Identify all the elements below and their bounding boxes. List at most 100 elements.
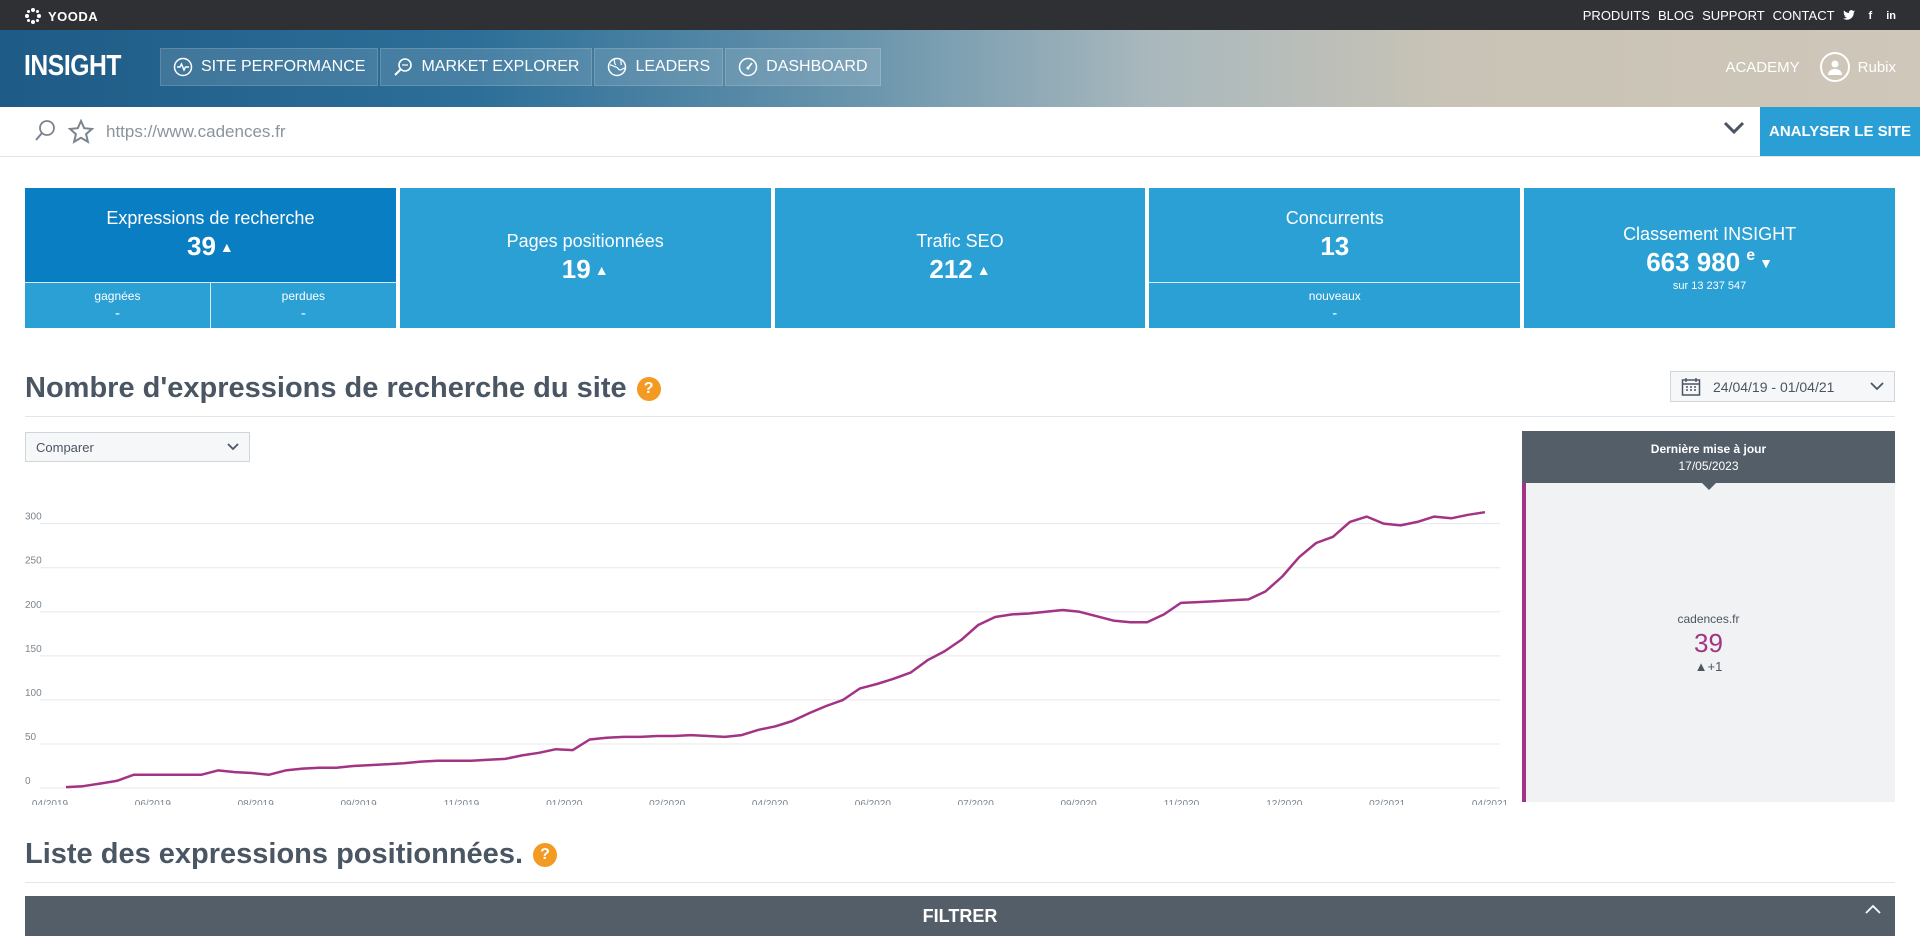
kpi-value: 19 bbox=[561, 254, 591, 284]
y-tick-label: 0 bbox=[25, 776, 31, 787]
kpi-value: 13 bbox=[1320, 231, 1350, 261]
kpi-label: Pages positionnées bbox=[506, 231, 664, 251]
x-tick-label: 07/2020 bbox=[958, 799, 995, 805]
url-input[interactable] bbox=[106, 117, 1706, 147]
nav-market-explorer[interactable]: MARKET EXPLORER bbox=[380, 48, 593, 86]
brand-name: YOODA bbox=[48, 8, 99, 24]
nav-label: SITE PERFORMANCE bbox=[201, 58, 366, 75]
magnifier-icon bbox=[394, 58, 413, 76]
x-tick-label: 04/2019 bbox=[32, 799, 69, 805]
kpi-traffic[interactable]: Trafic SEO 212 ▲ bbox=[774, 188, 1146, 328]
globe-icon bbox=[608, 57, 627, 77]
kpi-label: Expressions de recherche bbox=[106, 208, 315, 228]
y-tick-label: 200 bbox=[25, 600, 42, 611]
search-icon[interactable] bbox=[34, 119, 56, 143]
y-tick-label: 250 bbox=[25, 556, 42, 567]
x-tick-label: 09/2020 bbox=[1060, 799, 1097, 805]
help-icon[interactable]: ? bbox=[636, 376, 661, 401]
user-icon bbox=[1827, 60, 1842, 75]
kpi-gained: gagnées - bbox=[25, 283, 210, 328]
section-title-text: Nombre d'expressions de recherche du sit… bbox=[25, 372, 627, 404]
insight-logo[interactable]: INSIGHT bbox=[24, 50, 122, 82]
compare-value: Comparer bbox=[36, 439, 94, 455]
date-range-value: 24/04/19 - 01/04/21 bbox=[1713, 378, 1835, 395]
y-tick-label: 300 bbox=[25, 512, 42, 523]
x-tick-label: 01/2020 bbox=[546, 799, 583, 805]
kpi-value: 39 bbox=[187, 231, 216, 261]
main-header: INSIGHT SITE PERFORMANCE MARKET EXPLORER… bbox=[0, 30, 1920, 107]
x-tick-label: 11/2019 bbox=[444, 799, 480, 805]
nav-site-performance[interactable]: SITE PERFORMANCE bbox=[160, 48, 379, 86]
link-support[interactable]: SUPPORT bbox=[1702, 8, 1765, 23]
panel-title: Dernière mise à jour bbox=[1650, 441, 1767, 456]
y-tick-label: 50 bbox=[25, 732, 37, 743]
lost-label: perdues bbox=[281, 289, 326, 303]
kpi-label: Classement INSIGHT bbox=[1623, 224, 1797, 244]
x-tick-label: 02/2020 bbox=[649, 799, 686, 805]
panel-value: 39 bbox=[1694, 627, 1723, 658]
x-tick-label: 11/2020 bbox=[1164, 799, 1200, 805]
gained-value: - bbox=[114, 305, 120, 322]
divider bbox=[25, 882, 1895, 883]
section-title-list: Liste des expressions positionnées. ? bbox=[25, 838, 557, 871]
compare-select[interactable]: Comparer bbox=[25, 432, 250, 462]
user-menu[interactable]: Rubix bbox=[1819, 52, 1896, 82]
x-tick-label: 08/2019 bbox=[238, 799, 275, 805]
chevron-down-icon[interactable] bbox=[1723, 121, 1745, 135]
avatar bbox=[1819, 52, 1850, 82]
x-tick-label: 04/2021 bbox=[1472, 799, 1509, 805]
user-name: Rubix bbox=[1857, 58, 1896, 76]
section-title-text: Liste des expressions positionnées. bbox=[25, 838, 523, 870]
ranking-suffix: e bbox=[1746, 247, 1756, 264]
link-blog[interactable]: BLOG bbox=[1657, 8, 1695, 23]
yooda-brand[interactable]: YOODA bbox=[24, 7, 98, 25]
new-value: - bbox=[1332, 305, 1338, 322]
link-contact[interactable]: CONTACT bbox=[1772, 8, 1835, 23]
filter-bar[interactable]: FILTRER bbox=[25, 896, 1895, 936]
kpi-pages[interactable]: Pages positionnées 19 ▲ bbox=[399, 188, 771, 328]
y-tick-label: 150 bbox=[25, 644, 42, 655]
panel-site: cadences.fr bbox=[1677, 611, 1740, 626]
facebook-icon[interactable]: f bbox=[1868, 9, 1873, 22]
filter-label: FILTRER bbox=[922, 906, 998, 926]
divider bbox=[25, 416, 1895, 417]
kpi-competitors[interactable]: Concurrents 13 nouveaux - bbox=[1149, 188, 1521, 328]
down-arrow-icon: ▼ bbox=[1759, 254, 1773, 271]
y-tick-label: 100 bbox=[25, 688, 42, 699]
analyse-site-button[interactable]: ANALYSER LE SITE bbox=[1760, 107, 1920, 156]
kpi-ranking[interactable]: Classement INSIGHT 663 980 e ▼ sur 13 237 … bbox=[1524, 188, 1895, 328]
chevron-down-icon bbox=[1870, 382, 1884, 391]
search-icons bbox=[34, 119, 94, 145]
nav-leaders[interactable]: LEADERS bbox=[594, 48, 724, 86]
help-icon[interactable]: ? bbox=[533, 842, 557, 867]
nav-label: LEADERS bbox=[635, 58, 711, 75]
link-produits[interactable]: PRODUITS bbox=[1582, 8, 1650, 23]
top-links: PRODUITS BLOG SUPPORT CONTACT f in bbox=[1583, 8, 1896, 23]
gauge-icon bbox=[738, 57, 758, 77]
academy-link[interactable]: ACADEMY bbox=[1725, 58, 1800, 76]
update-panel: Dernière mise à jour 17/05/2023 cadences… bbox=[1522, 431, 1895, 802]
up-arrow-icon: ▲ bbox=[594, 261, 609, 278]
x-tick-label: 04/2020 bbox=[752, 799, 789, 805]
x-tick-label: 06/2019 bbox=[135, 799, 172, 805]
nav-label: MARKET EXPLORER bbox=[421, 58, 580, 75]
kpi-label: Concurrents bbox=[1285, 208, 1384, 228]
series-line-cadences bbox=[65, 510, 1486, 789]
kpi-sub: sur 13 237 547 bbox=[1672, 280, 1747, 292]
panel-header: Dernière mise à jour 17/05/2023 bbox=[1522, 431, 1895, 490]
expressions-chart: 0 50 100 150 200 250 300 04/2019 06/2019 08/2019 0… bbox=[20, 490, 1510, 810]
kpi-value: 212 bbox=[929, 254, 973, 284]
panel-date: 17/05/2023 bbox=[1678, 458, 1739, 473]
x-tick-label: 12/2020 bbox=[1266, 799, 1303, 805]
linkedin-icon[interactable]: in bbox=[1886, 9, 1896, 22]
kpi-new: nouveaux - bbox=[1149, 283, 1520, 328]
date-range-picker[interactable]: 24/04/19 - 01/04/21 bbox=[1670, 371, 1895, 402]
nav-dashboard[interactable]: DASHBOARD bbox=[725, 48, 881, 86]
star-icon[interactable] bbox=[68, 119, 94, 145]
gained-label: gagnées bbox=[94, 289, 141, 303]
kpi-expressions[interactable]: Expressions de recherche 39 ▲ gagnées - pe… bbox=[25, 188, 396, 328]
calendar-icon bbox=[1681, 377, 1701, 396]
x-tick-label: 02/2021 bbox=[1369, 799, 1406, 805]
twitter-icon[interactable] bbox=[1842, 10, 1855, 21]
x-tick-label: 09/2019 bbox=[340, 799, 377, 805]
